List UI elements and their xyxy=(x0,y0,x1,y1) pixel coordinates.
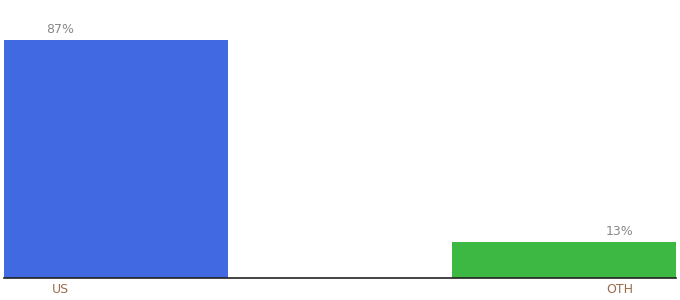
Bar xyxy=(0,40,228,278)
Bar xyxy=(452,242,680,278)
Text: 87%: 87% xyxy=(46,23,74,36)
Text: 13%: 13% xyxy=(606,225,634,238)
